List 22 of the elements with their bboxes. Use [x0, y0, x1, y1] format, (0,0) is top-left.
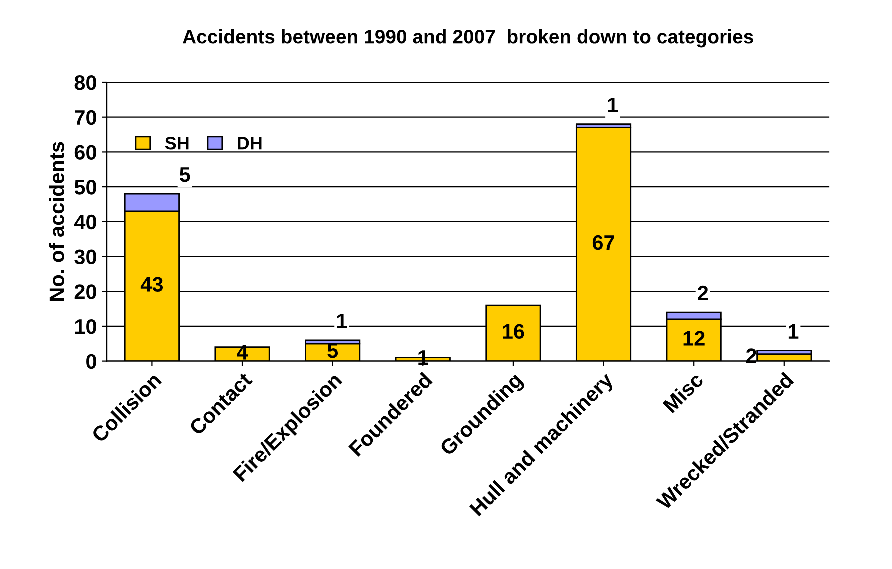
data-label: 5 [180, 168, 190, 182]
y-tick-label: 40 [74, 214, 96, 230]
data-label: 16 [503, 324, 524, 340]
data-label: 1 [608, 98, 618, 112]
data-label: 1 [788, 324, 799, 339]
y-tick-label: 0 [86, 354, 96, 370]
y-tick-label: 60 [74, 145, 96, 160]
y-tick-label: 10 [75, 319, 96, 334]
data-label: 12 [684, 331, 705, 346]
data-label: 67 [592, 235, 614, 250]
y-tick-label: 80 [74, 76, 96, 90]
y-axis-title: No. of accidents [49, 142, 64, 301]
legend-label: DH [238, 137, 262, 150]
data-label: 43 [140, 277, 164, 292]
y-tick-label: 20 [74, 284, 96, 300]
legend-label: SH [165, 136, 189, 150]
data-label: 2 [698, 286, 708, 300]
y-tick-label: 70 [75, 110, 96, 126]
y-tick-label: 30 [74, 250, 96, 265]
y-tick-label: 50 [74, 180, 96, 195]
data-label: 1 [337, 314, 348, 328]
chart-title: Accidents between 1990 and 2007 broken down to categories [182, 30, 754, 48]
